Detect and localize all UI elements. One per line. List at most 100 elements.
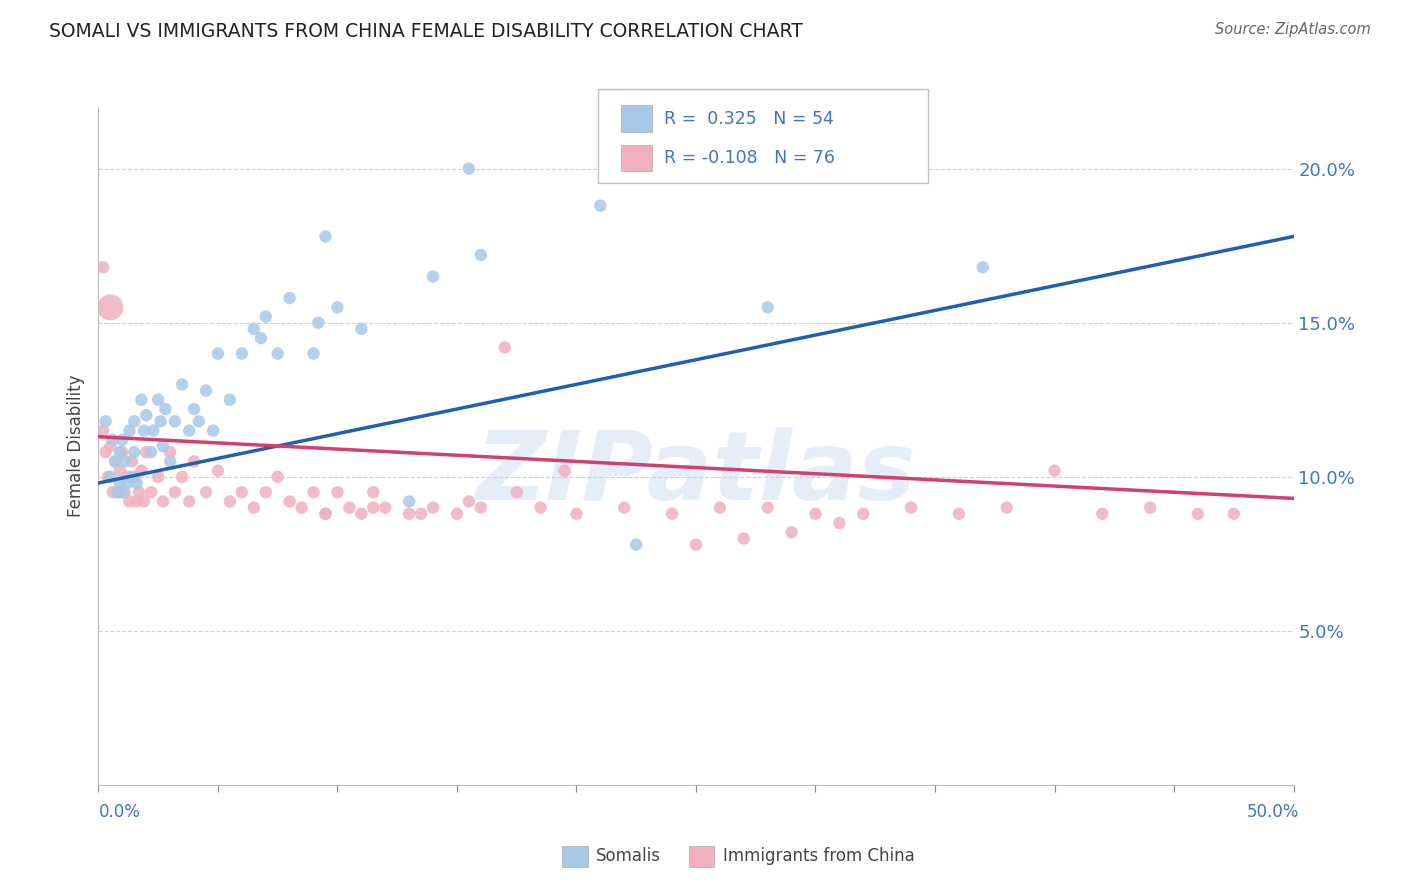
Point [163,485,186,500]
Point [363,485,385,500]
Point [1043,464,1066,478]
Point [995,500,1018,515]
Point [326,485,349,500]
Point [111,445,134,459]
Point [148,470,170,484]
Point [108,445,131,459]
Point [114,454,136,468]
Point [828,516,851,530]
Point [1139,500,1161,515]
Point [363,500,385,515]
Point [506,485,529,500]
Point [411,507,433,521]
Point [231,346,253,360]
Point [118,424,141,438]
Point [163,414,186,428]
Point [183,402,205,417]
Point [135,445,157,459]
Point [315,507,337,521]
Point [179,424,201,438]
Point [148,392,170,407]
Point [101,433,124,447]
Point [780,525,803,540]
Point [125,494,148,508]
Point [315,229,337,244]
Point [187,414,209,428]
Point [494,340,516,354]
Point [107,485,129,500]
Point [172,377,194,392]
Point [195,485,218,500]
Point [422,269,444,284]
Point [207,346,229,360]
Point [131,464,153,478]
Point [91,260,114,275]
Text: 0.0%: 0.0% [98,803,141,821]
Point [254,310,277,324]
Point [179,494,201,508]
Point [159,445,181,459]
Point [326,301,349,315]
Point [152,439,174,453]
Point [124,414,146,428]
Point [470,500,492,515]
Point [97,470,120,484]
Text: R = -0.108   N = 76: R = -0.108 N = 76 [664,149,835,167]
Point [470,248,492,262]
Point [446,507,468,521]
Point [804,507,827,521]
Point [948,507,970,521]
Text: 50.0%: 50.0% [1247,803,1299,821]
Point [111,433,134,447]
Point [124,470,146,484]
Point [132,494,155,508]
Point [685,538,707,552]
Point [98,301,122,315]
Point [278,291,301,305]
Point [108,475,131,490]
Text: SOMALI VS IMMIGRANTS FROM CHINA FEMALE DISABILITY CORRELATION CHART: SOMALI VS IMMIGRANTS FROM CHINA FEMALE D… [49,22,803,41]
Point [139,485,162,500]
Point [398,494,420,508]
Point [94,414,117,428]
Point [315,507,337,521]
Point [756,500,779,515]
Point [121,470,143,484]
Point [374,500,396,515]
Point [1091,507,1114,521]
Point [350,322,373,336]
Text: Immigrants from China: Immigrants from China [723,847,914,865]
Point [267,346,290,360]
Text: Source: ZipAtlas.com: Source: ZipAtlas.com [1215,22,1371,37]
Point [565,507,588,521]
Point [458,161,481,176]
Point [101,485,124,500]
Text: Somalis: Somalis [596,847,661,865]
Point [302,485,325,500]
Point [155,402,177,417]
Point [91,424,114,438]
Point [613,500,636,515]
Point [202,424,225,438]
Point [398,507,420,521]
Point [125,475,148,490]
Point [149,414,172,428]
Point [115,470,138,484]
Point [114,485,136,500]
Point [183,454,205,468]
Point [661,507,683,521]
Point [111,485,134,500]
Point [94,445,117,459]
Point [250,331,273,345]
Point [139,445,162,459]
Point [207,464,229,478]
Point [422,500,444,515]
Text: R =  0.325   N = 54: R = 0.325 N = 54 [664,110,834,128]
Point [104,454,127,468]
Point [307,316,329,330]
Point [104,454,127,468]
Point [302,346,325,360]
Point [1223,507,1246,521]
Point [159,454,181,468]
Text: ZIPatlas: ZIPatlas [475,426,917,520]
